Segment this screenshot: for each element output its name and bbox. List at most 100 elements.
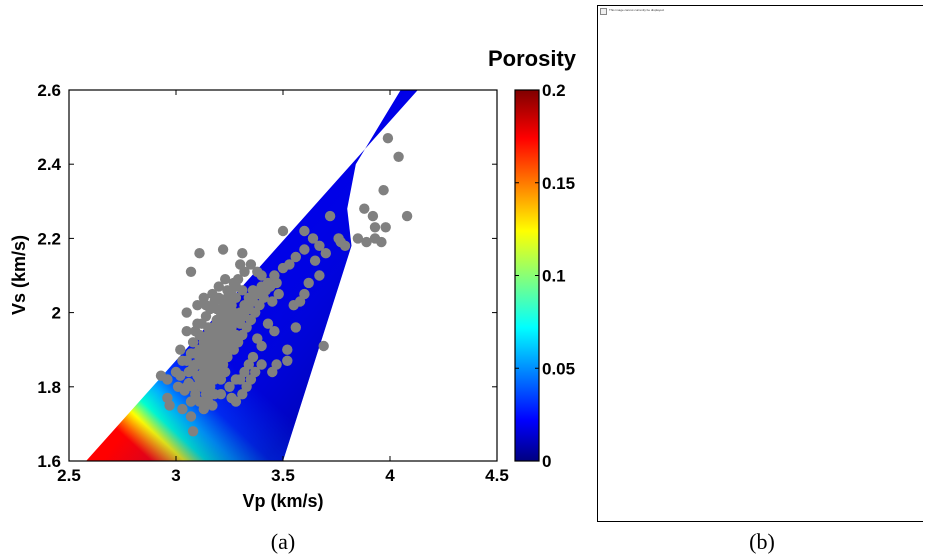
data-point [324,210,336,222]
data-point [252,333,263,344]
data-point [192,300,203,311]
data-point [185,411,197,422]
colorbar-tick-label: 0.05 [542,359,575,378]
data-point [393,151,404,162]
figure-panel-b: This image cannot currently be displayed… [597,5,923,522]
data-point [185,396,197,407]
y-tick-label: 1.8 [37,378,61,397]
data-point [239,266,250,277]
caption-a: (a) [271,529,295,554]
x-tick-label: 3 [171,466,180,485]
data-point [250,366,261,378]
data-point [187,337,199,348]
data-point [284,259,295,270]
x-tick-label: 4 [385,466,395,485]
data-point [314,240,325,251]
x-axis-label: Vp (km/s) [242,491,323,511]
x-tick-label: 3.5 [271,466,295,485]
y-tick-label: 2.2 [37,229,61,248]
data-point [299,225,310,237]
data-point [335,236,346,248]
data-point [271,277,282,289]
y-axis-label: Vs (km/s) [9,235,29,315]
data-point [237,248,248,259]
colorbar-tick-label: 0 [542,452,551,471]
data-point [211,303,222,315]
data-point [177,403,188,415]
data-point [299,244,310,255]
data-point [194,329,205,341]
data-point [314,270,325,281]
data-point [376,236,387,248]
y-tick-label: 2.6 [37,81,61,100]
data-point [217,244,229,255]
colorbar-ticks: 0 0.05 0.1 0.15 0.2 [515,81,575,471]
x-tick-label: 2.5 [57,466,81,485]
data-point [290,251,301,263]
colorbar-tick-label: 0.15 [542,174,575,193]
data-point [256,270,267,281]
colorbar-tick-label: 0.2 [542,81,566,100]
data-point [269,326,280,337]
data-point [262,318,274,329]
data-point [271,359,282,370]
data-point [382,133,394,144]
data-point [237,285,248,296]
data-point [273,288,284,300]
data-point [380,222,391,233]
data-point [228,307,239,318]
data-point [175,370,186,381]
data-point [209,389,220,400]
data-points [155,133,413,437]
data-point [175,344,186,355]
data-point [361,236,372,248]
data-point [282,344,293,355]
data-point [185,266,197,277]
data-point [181,326,192,337]
y-tick-label: 2.4 [37,155,61,174]
data-point [277,225,289,237]
data-point [209,340,220,352]
data-point [303,277,314,289]
y-axis: 1.6 1.8 2 2.2 2.4 2.6 [37,81,497,471]
broken-image-placeholder: This image cannot currently be displayed… [600,8,664,15]
data-point [224,381,235,392]
model-region-shade [86,90,418,461]
data-point [320,248,331,259]
data-point [359,203,370,214]
data-point [164,400,175,411]
data-point [207,288,218,300]
x-axis: 2.5 3 3.5 4 4.5 [57,90,509,485]
data-point [207,400,218,411]
data-point [230,374,242,385]
data-point [230,396,242,407]
colorbar-tick-label: 0.1 [542,267,566,286]
broken-image-icon [600,8,607,15]
data-point [181,381,192,392]
data-point [177,355,188,366]
data-point [198,292,209,303]
data-point [162,374,173,385]
data-point [194,248,205,259]
data-point [226,285,237,296]
data-point [307,233,319,244]
data-point [378,185,389,196]
colorbar-title: Porosity [488,46,577,71]
data-point [198,381,209,392]
data-point [183,366,194,378]
y-tick-label: 2 [52,304,61,323]
data-point [181,307,192,318]
data-point [318,340,329,352]
data-point [369,222,381,233]
x-tick-label: 4.5 [485,466,509,485]
data-point [267,296,278,307]
broken-image-text: This image cannot currently be displayed… [609,8,665,12]
data-point [172,381,184,392]
data-point [202,322,214,333]
y-tick-label: 1.6 [37,452,61,471]
data-point [282,355,293,366]
data-point [367,210,379,222]
data-point [352,233,364,244]
data-point [290,322,301,333]
